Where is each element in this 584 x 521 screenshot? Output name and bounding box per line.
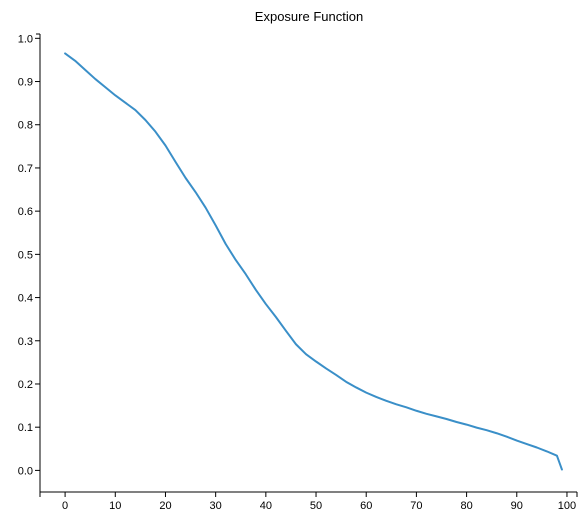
- x-tick-label: 60: [360, 500, 372, 512]
- x-tick-label: 20: [159, 500, 171, 512]
- chart-title: Exposure Function: [255, 9, 363, 24]
- x-tick-label: 50: [310, 500, 322, 512]
- y-tick-label: 0.3: [18, 336, 33, 348]
- x-tick-label: 90: [511, 500, 523, 512]
- series-layer: [64, 52, 563, 471]
- y-tick-label: 0.4: [18, 293, 33, 305]
- y-tick-label: 0.7: [18, 163, 33, 175]
- y-tick-label: 0.2: [18, 379, 33, 391]
- exposure-line: [64, 52, 563, 471]
- y-tick-label: 0.6: [18, 206, 33, 218]
- y-tick-label: 0.1: [18, 422, 33, 434]
- y-tick-label: 0.0: [18, 465, 33, 477]
- y-tick-label: 1.0: [18, 33, 33, 45]
- x-tick-label: 0: [62, 500, 68, 512]
- y-tick-label: 0.5: [18, 249, 33, 261]
- x-tick-label: 80: [460, 500, 472, 512]
- y-tick-label: 0.9: [18, 77, 33, 89]
- x-tick-label: 30: [210, 500, 222, 512]
- y-tick-label: 0.8: [18, 120, 33, 132]
- x-tick-label: 40: [260, 500, 272, 512]
- x-tick-label: 70: [410, 500, 422, 512]
- x-axis: 0 10 20 30 40 50 60 70 80 90 100: [39, 491, 578, 512]
- x-tick-label: 10: [109, 500, 121, 512]
- x-tick-label: 100: [558, 500, 576, 512]
- y-axis: 0.0 0.1 0.2 0.3 0.4 0.5 0.6 0.7 0.8 0.9 1.0: [18, 33, 41, 492]
